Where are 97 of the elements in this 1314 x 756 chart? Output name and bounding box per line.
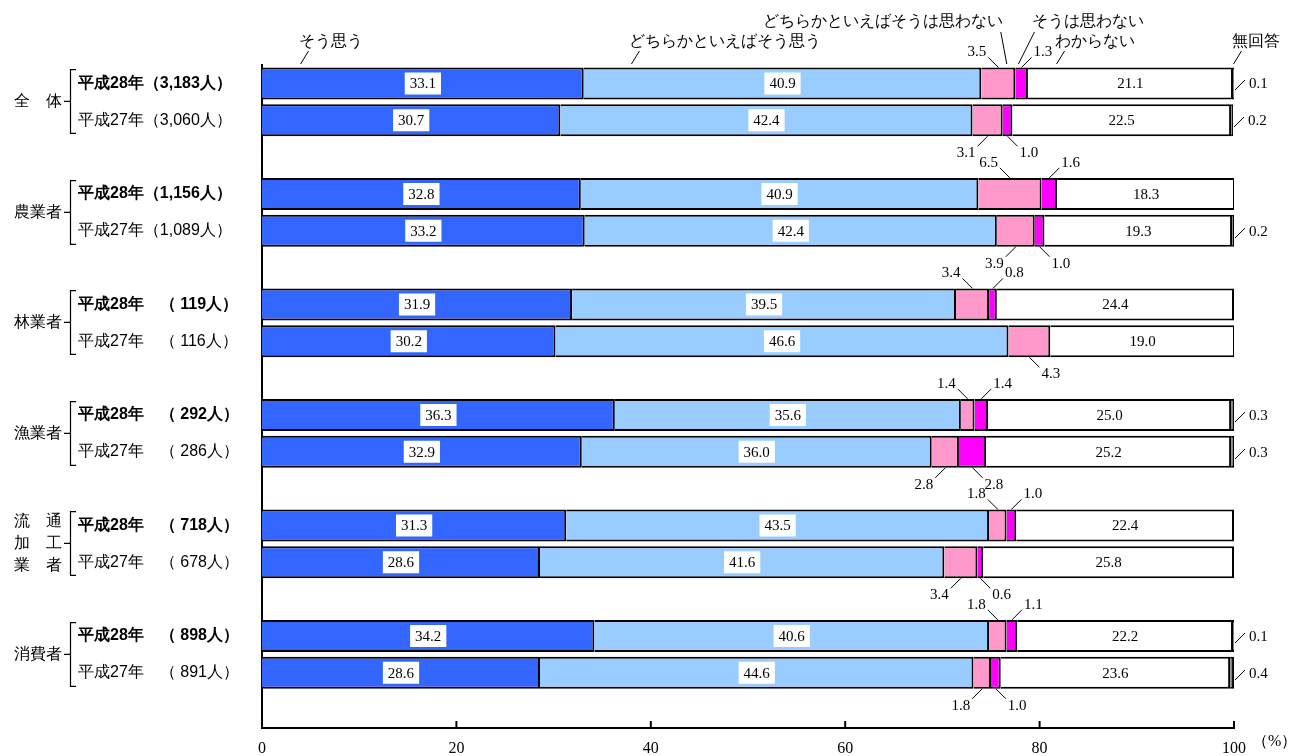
y-tick-label: 平成27年 （ 678人）: [78, 552, 239, 570]
data-label: 0.6: [992, 586, 1012, 603]
data-label: 0.1: [1249, 75, 1268, 92]
x-tick-label: 60: [837, 738, 854, 756]
series-label: わからない: [1054, 32, 1135, 50]
data-label: 43.5: [764, 517, 791, 534]
data-label: 0.2: [1249, 222, 1268, 239]
x-tick-label: 0: [258, 738, 266, 756]
data-label: 22.2: [1112, 627, 1139, 644]
text: そうは思わない: [1032, 12, 1145, 31]
y-tick-label: 平成28年（3,183人）: [77, 73, 232, 92]
data-label: 6.5: [979, 153, 998, 170]
y-tick-label: 平成28年 （ 292人）: [77, 405, 239, 424]
data-label: 40.9: [766, 185, 793, 202]
data-label: 31.3: [400, 517, 428, 534]
data-label: 21.1: [1117, 75, 1144, 92]
data-label: 3.1: [956, 144, 976, 161]
x-axis-title: （%）: [1252, 732, 1298, 750]
data-label: 24.4: [1102, 296, 1130, 313]
data-label: 3.9: [985, 254, 1004, 271]
data-label: 42.4: [753, 112, 781, 129]
text: 林業者: [13, 313, 62, 331]
series-label: そう思う: [298, 32, 363, 51]
data-label: 36.0: [743, 443, 770, 460]
y-tick-label: 平成27年 （ 116人）: [78, 331, 238, 349]
data-label: 32.8: [408, 185, 435, 202]
data-label: 1.1: [1023, 595, 1043, 612]
text: 農業者: [14, 202, 62, 220]
data-label: 22.4: [1112, 517, 1139, 534]
data-label: 35.6: [774, 406, 802, 423]
data-label: 0.3: [1249, 443, 1268, 460]
data-label: 3.4: [930, 586, 950, 603]
data-label: 1.3: [1033, 43, 1053, 60]
x-tick-label: 20: [448, 738, 465, 756]
data-label: 1.0: [1051, 254, 1071, 271]
data-label: 0.8: [1004, 264, 1024, 281]
y-tick-label: 平成28年 （ 898人）: [77, 626, 239, 645]
y-tick-label: 平成27年（1,089人）: [78, 221, 232, 239]
data-label: 28.6: [387, 664, 415, 681]
data-label: 4.3: [1041, 365, 1061, 382]
data-label: 39.5: [750, 296, 778, 313]
data-label: 36.3: [425, 406, 452, 423]
data-label: 1.0: [1019, 144, 1039, 161]
data-label: 32.9: [408, 443, 436, 460]
y-tick-label: 平成28年 （ 119人）: [77, 294, 239, 313]
data-label: 31.9: [403, 296, 431, 313]
text: 漁業者: [14, 423, 62, 441]
data-label: 22.5: [1108, 112, 1135, 129]
text: どちらかといえばそうは思わない: [762, 12, 1003, 31]
data-label: 1.4: [936, 374, 957, 391]
data-label: 25.0: [1096, 406, 1123, 423]
data-label: 1.0: [1023, 485, 1043, 502]
data-label: 1.8: [951, 696, 971, 713]
y-tick-label: 平成27年（3,060人）: [78, 110, 232, 128]
data-label: 46.6: [768, 333, 796, 350]
data-label: 18.3: [1132, 185, 1160, 202]
data-label: 1.8: [967, 595, 986, 612]
data-label: 23.6: [1102, 664, 1130, 681]
data-label: 0.1: [1249, 627, 1268, 644]
data-label: 3.5: [967, 43, 987, 60]
y-tick-label: 平成27年 （ 286人）: [78, 442, 239, 460]
data-label: 1.6: [1061, 153, 1081, 170]
data-label: 30.7: [398, 112, 425, 129]
data-label: 33.1: [409, 75, 436, 92]
text: 全 体: [14, 92, 62, 110]
data-label: 41.6: [729, 554, 756, 571]
data-label: 1.4: [993, 374, 1013, 391]
series-label: どちらかといえばそう思う: [629, 32, 822, 51]
data-label: 34.2: [415, 627, 442, 644]
y-tick-label: 平成28年（1,156人）: [77, 184, 232, 203]
data-label: 44.6: [743, 664, 771, 681]
data-label: 25.8: [1095, 554, 1122, 571]
x-tick-label: 80: [1031, 738, 1048, 756]
data-label: 25.2: [1095, 443, 1122, 460]
data-label: 0.3: [1249, 406, 1268, 423]
data-label: 0.4: [1249, 664, 1269, 681]
text: 流 通加 工業 者: [14, 512, 62, 574]
text: 消費者: [14, 644, 62, 662]
data-label: 2.8: [914, 475, 934, 492]
y-tick-label: 平成28年 （ 718人）: [77, 515, 239, 534]
data-label: 28.6: [387, 554, 415, 571]
data-label: 19.3: [1125, 222, 1152, 239]
data-label: 33.2: [410, 222, 437, 239]
series-label: 無回答: [1231, 32, 1280, 50]
x-tick-label: 40: [642, 738, 659, 756]
data-label: 40.6: [778, 627, 806, 644]
data-label: 19.0: [1129, 333, 1156, 350]
data-label: 0.2: [1248, 112, 1267, 129]
data-label: 40.9: [769, 75, 796, 92]
data-label: 3.4: [941, 264, 962, 281]
y-tick-label: 平成27年 （ 891人）: [78, 663, 239, 681]
data-label: 42.4: [777, 222, 805, 239]
data-label: 1.0: [1007, 696, 1027, 713]
data-label: 30.2: [395, 333, 422, 350]
x-tick-label: 100: [1222, 738, 1246, 756]
data-label: 2.8: [984, 475, 1004, 492]
data-label: 1.8: [967, 485, 986, 502]
